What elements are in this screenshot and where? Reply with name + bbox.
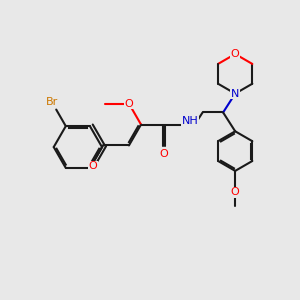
Text: NH: NH xyxy=(182,116,198,126)
Text: O: O xyxy=(88,161,97,171)
Text: O: O xyxy=(160,148,168,159)
Text: O: O xyxy=(124,99,133,109)
Text: O: O xyxy=(231,49,240,59)
Text: N: N xyxy=(231,88,239,99)
Text: O: O xyxy=(231,188,240,197)
Text: Br: Br xyxy=(46,98,58,107)
